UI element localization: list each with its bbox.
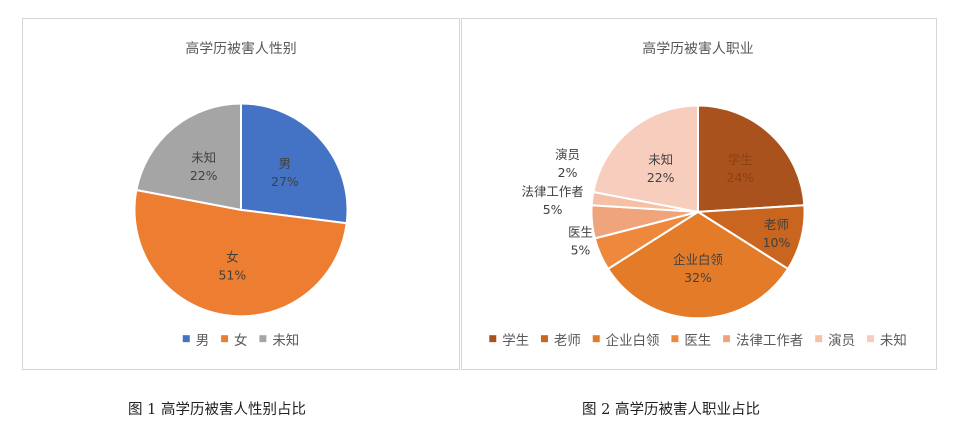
legend-item-2: 老师 xyxy=(540,333,581,349)
pie-slice-3 xyxy=(135,102,242,212)
slice-label-name: 医生 xyxy=(568,225,593,240)
legend-label: 男 xyxy=(196,334,209,349)
pie-slice-7 xyxy=(592,104,699,214)
slice-label-value: 22% xyxy=(647,170,675,185)
legend-marker xyxy=(489,335,497,343)
slice-label-1: 学生 24% xyxy=(727,152,755,185)
legend-label: 学生 xyxy=(502,333,529,349)
legend-marker xyxy=(671,335,679,343)
slice-label-name: 企业白领 xyxy=(673,252,723,267)
legend-label: 企业白领 xyxy=(606,332,660,349)
slice-label-name: 女 xyxy=(226,250,238,265)
slice-label-value: 24% xyxy=(727,170,755,185)
legend-label: 未知 xyxy=(880,332,907,349)
slice-label-3: 未知 22% xyxy=(190,150,218,183)
slice-label-7: 未知 22% xyxy=(647,152,675,185)
slice-label-value: 32% xyxy=(684,270,712,285)
legend-item-7: 未知 xyxy=(866,332,907,349)
pie-slice-1 xyxy=(697,104,806,213)
slice-label-name: 未知 xyxy=(191,150,216,165)
legend-item-4: 医生 xyxy=(671,333,711,349)
figure-caption-1: 图 1 高学历被害人性别占比 xyxy=(128,402,306,418)
slice-label-value: 5% xyxy=(543,202,563,217)
legend-marker xyxy=(723,335,731,343)
figure-caption-2: 图 2 高学历被害人职业占比 xyxy=(582,402,760,418)
chart-legend: 男 女 未知 xyxy=(182,332,299,349)
slice-label-3: 企业白领 32% xyxy=(673,252,723,285)
legend-item-3: 未知 xyxy=(259,332,299,349)
slice-label-name: 法律工作者 xyxy=(522,184,584,199)
chart-panel-gender: 高学历被害人性别男 27% 女 51% 未知 22% 男女未知 xyxy=(22,18,460,370)
slice-label-6: 演员 2% xyxy=(555,147,580,180)
slice-label-value: 51% xyxy=(219,268,247,283)
legend-label: 演员 xyxy=(828,333,855,349)
chart-legend: 学生 老师 企业白领 医生 法律工作者 演员 未知 xyxy=(489,332,907,349)
chart-title: 高学历被害人性别 xyxy=(185,40,296,57)
legend-item-6: 演员 xyxy=(815,333,855,349)
pie-slice-2 xyxy=(133,188,348,318)
chart-panel-occupation: 高学历被害人职业学生 24% 老师 10% 企业白领 32% 医生 5% 法律工作者 5% 演员 2%… xyxy=(461,18,937,370)
slice-label-name: 未知 xyxy=(648,152,673,167)
legend-item-1: 男 xyxy=(182,334,209,349)
legend-marker xyxy=(182,335,190,343)
slice-label-name: 男 xyxy=(279,156,291,171)
slice-label-value: 22% xyxy=(190,168,218,183)
legend-marker xyxy=(540,335,548,343)
legend-label: 未知 xyxy=(272,332,299,349)
slice-label-name: 老师 xyxy=(764,217,789,232)
legend-marker xyxy=(866,335,874,343)
pie-slice-3 xyxy=(606,210,790,320)
slice-label-name: 演员 xyxy=(555,147,580,162)
legend-item-5: 法律工作者 xyxy=(723,333,803,349)
slice-label-4: 医生 5% xyxy=(568,225,593,258)
legend-label: 老师 xyxy=(554,333,581,349)
legend-label: 医生 xyxy=(684,333,711,349)
legend-label: 女 xyxy=(234,332,247,349)
pie-slice-1 xyxy=(240,102,349,225)
legend-marker xyxy=(815,335,823,343)
slice-label-name: 学生 xyxy=(728,152,753,167)
legend-marker xyxy=(259,335,267,343)
slice-label-value: 27% xyxy=(271,174,299,189)
slice-label-2: 女 51% xyxy=(219,250,247,283)
slice-label-value: 10% xyxy=(763,235,791,250)
legend-marker xyxy=(592,335,600,343)
gender-pie-chart: 高学历被害人性别男27%女51%未知22%男女未知 xyxy=(133,40,349,349)
legend-label: 法律工作者 xyxy=(736,333,803,349)
chart-title: 高学历被害人职业 xyxy=(642,40,754,57)
slice-label-5: 法律工作者 5% xyxy=(522,184,584,217)
legend-item-2: 女 xyxy=(221,332,247,349)
slice-label-value: 2% xyxy=(558,165,578,180)
legend-item-1: 学生 xyxy=(489,333,529,349)
legend-item-3: 企业白领 xyxy=(592,332,660,349)
slice-label-1: 男 27% xyxy=(271,156,299,189)
slice-label-2: 老师 10% xyxy=(763,217,791,250)
legend-marker xyxy=(221,335,229,343)
slice-label-value: 5% xyxy=(571,243,591,258)
